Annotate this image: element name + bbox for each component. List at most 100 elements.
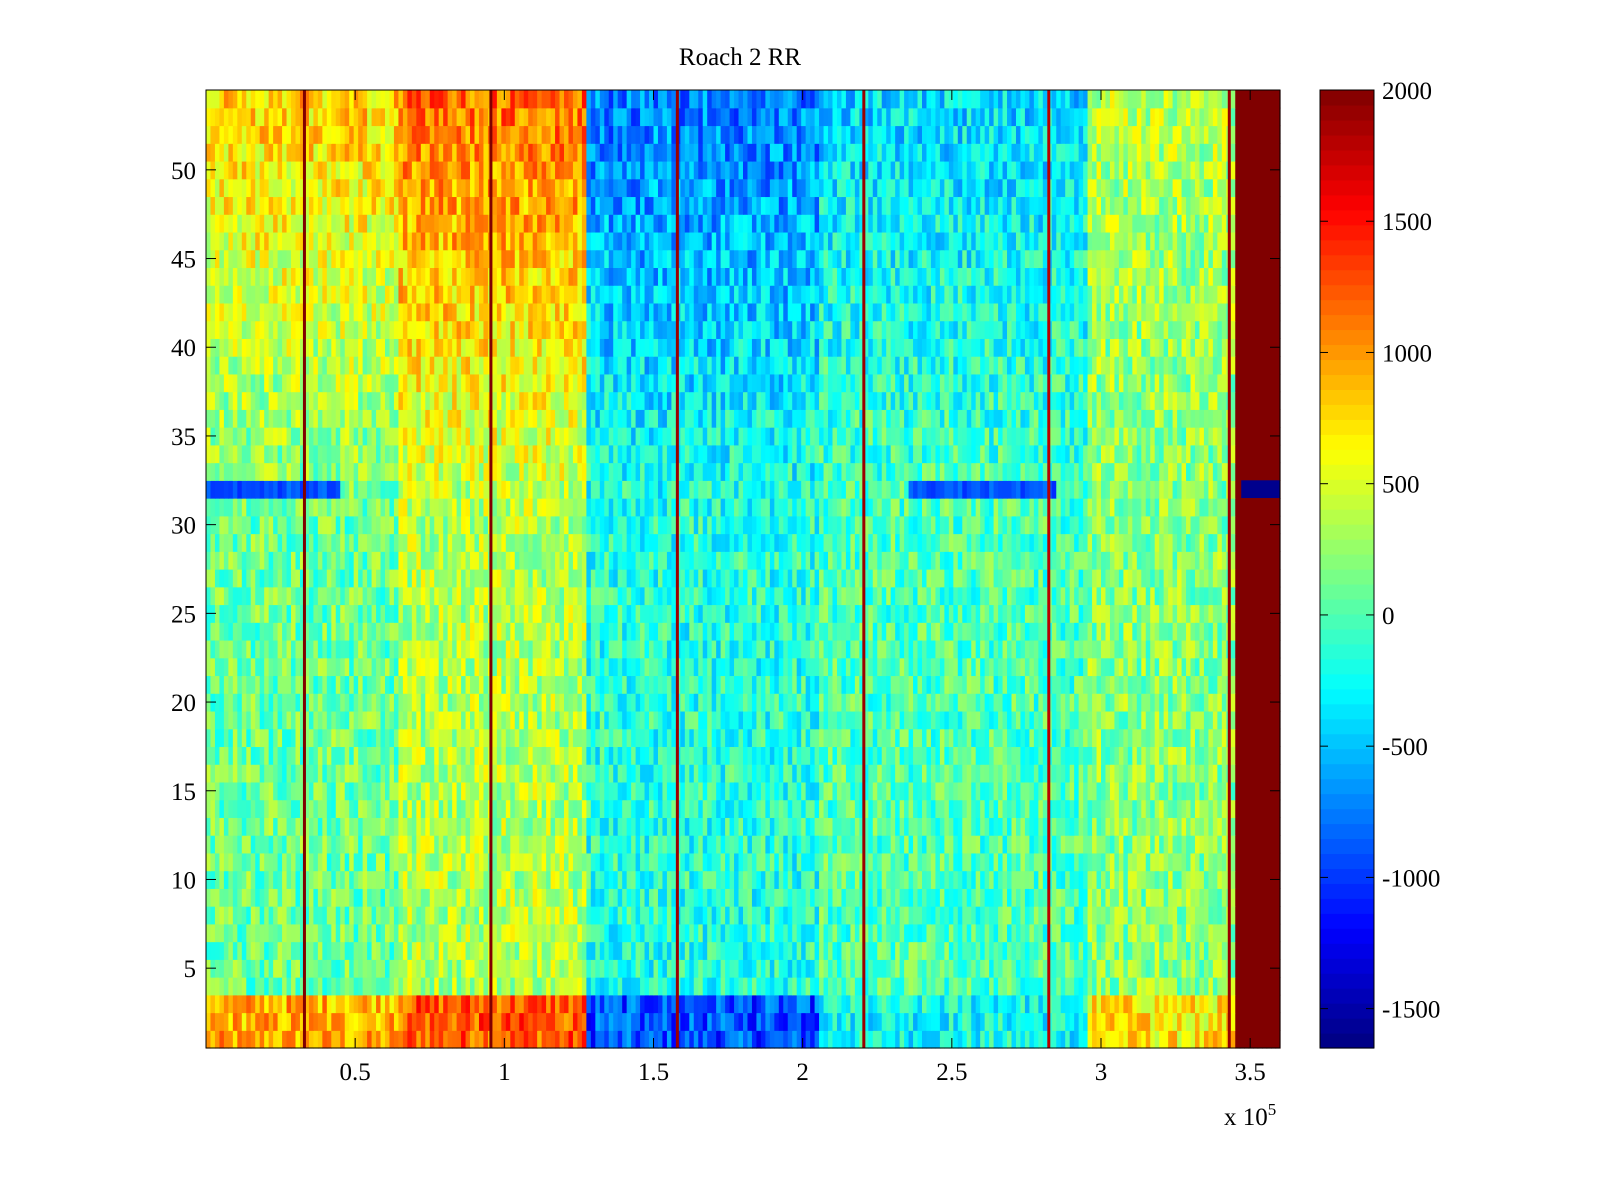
heatmap-cell bbox=[1190, 764, 1196, 783]
heatmap-cell bbox=[832, 906, 838, 925]
heatmap-cell bbox=[393, 835, 400, 854]
heatmap-cell bbox=[702, 870, 708, 889]
heatmap-cell bbox=[926, 764, 932, 783]
heatmap-cell bbox=[228, 994, 234, 1014]
heatmap-cell bbox=[447, 906, 453, 925]
heatmap-cell bbox=[1262, 746, 1268, 765]
heatmap-cell bbox=[1181, 852, 1187, 872]
heatmap-cell bbox=[286, 817, 292, 836]
heatmap-cell bbox=[581, 746, 587, 765]
heatmap-cell bbox=[640, 959, 646, 978]
heatmap-cell bbox=[1123, 941, 1129, 960]
heatmap-cell bbox=[1262, 835, 1268, 854]
heatmap-cell bbox=[250, 1030, 256, 1049]
heatmap-cell bbox=[559, 781, 565, 801]
heatmap-cell bbox=[1244, 764, 1250, 783]
heatmap-cell bbox=[237, 835, 243, 854]
heatmap-cell bbox=[1181, 923, 1187, 943]
heatmap-cell bbox=[304, 1012, 310, 1031]
heatmap-cell bbox=[1203, 959, 1209, 978]
heatmap-cell bbox=[913, 870, 919, 889]
heatmap-cell bbox=[380, 1030, 386, 1049]
heatmap-cell bbox=[877, 693, 883, 712]
heatmap-cell bbox=[899, 923, 905, 943]
heatmap-cell bbox=[210, 764, 216, 783]
heatmap-cell bbox=[859, 728, 865, 748]
heatmap-cell bbox=[859, 799, 865, 818]
heatmap-cell bbox=[886, 941, 892, 960]
heatmap-cell bbox=[304, 1030, 310, 1049]
heatmap-cell bbox=[604, 994, 610, 1014]
heatmap-cell bbox=[751, 888, 758, 907]
heatmap-cell bbox=[340, 888, 346, 907]
heatmap-cell bbox=[1123, 923, 1129, 943]
heatmap-cell bbox=[810, 977, 816, 996]
heatmap-cell bbox=[420, 888, 426, 907]
heatmap-cell bbox=[904, 994, 910, 1014]
heatmap-cell bbox=[429, 799, 435, 818]
heatmap-cell bbox=[353, 817, 359, 836]
heatmap-cell bbox=[1024, 710, 1030, 730]
heatmap-cell bbox=[810, 906, 816, 925]
heatmap-cell bbox=[998, 835, 1004, 854]
heatmap-cell bbox=[859, 1012, 865, 1031]
heatmap-cell bbox=[1033, 870, 1039, 889]
heatmap-cell bbox=[1101, 852, 1107, 872]
heatmap-cell bbox=[765, 994, 771, 1014]
heatmap-cell bbox=[1230, 906, 1236, 925]
heatmap-cell bbox=[474, 1030, 480, 1049]
heatmap-cell bbox=[385, 923, 391, 943]
heatmap-cell bbox=[1186, 994, 1192, 1014]
heatmap-cell bbox=[528, 764, 534, 783]
heatmap-cell bbox=[398, 906, 404, 925]
heatmap-cell bbox=[371, 675, 377, 694]
heatmap-cell bbox=[291, 728, 297, 748]
heatmap-cell bbox=[693, 888, 699, 907]
heatmap-cell bbox=[626, 977, 632, 996]
heatmap-cell bbox=[452, 764, 458, 783]
heatmap-cell bbox=[657, 781, 664, 801]
heatmap-cell bbox=[470, 1030, 476, 1049]
heatmap-cell bbox=[1159, 764, 1165, 783]
heatmap-cell bbox=[470, 923, 476, 943]
heatmap-cell bbox=[1235, 906, 1241, 925]
heatmap-cell bbox=[725, 959, 731, 978]
heatmap-cell bbox=[349, 959, 355, 978]
heatmap-cell bbox=[939, 675, 945, 694]
heatmap-cell bbox=[483, 781, 489, 801]
heatmap-cell bbox=[519, 728, 525, 748]
heatmap-cell bbox=[1230, 870, 1236, 889]
heatmap-cell bbox=[1141, 817, 1147, 836]
heatmap-cell bbox=[434, 817, 440, 836]
heatmap-cell bbox=[1118, 764, 1124, 783]
heatmap-cell bbox=[559, 835, 565, 854]
heatmap-cell bbox=[402, 835, 408, 854]
heatmap-cell bbox=[720, 781, 726, 801]
heatmap-cell bbox=[993, 817, 999, 836]
heatmap-cell bbox=[854, 888, 860, 907]
heatmap-cell bbox=[371, 959, 377, 978]
heatmap-cell bbox=[689, 977, 695, 996]
heatmap-cell bbox=[734, 799, 740, 818]
heatmap-cell bbox=[250, 1012, 256, 1031]
heatmap-cell bbox=[698, 941, 704, 960]
heatmap-cell bbox=[429, 728, 435, 748]
heatmap-cell bbox=[232, 817, 238, 836]
heatmap-cell bbox=[1239, 888, 1245, 907]
heatmap-cell bbox=[402, 746, 408, 765]
heatmap-cell bbox=[590, 764, 596, 783]
heatmap-cell bbox=[1087, 835, 1093, 854]
heatmap-cell bbox=[1033, 817, 1039, 836]
heatmap-cell bbox=[622, 1012, 628, 1031]
heatmap-cell bbox=[604, 923, 610, 943]
heatmap-cell bbox=[948, 746, 954, 765]
heatmap-cell bbox=[1114, 710, 1120, 730]
heatmap-cell bbox=[944, 728, 950, 748]
heatmap-cell bbox=[872, 693, 878, 712]
heatmap-cell bbox=[349, 746, 355, 765]
heatmap-cell bbox=[890, 675, 896, 694]
heatmap-cell bbox=[886, 799, 892, 818]
heatmap-cell bbox=[738, 941, 744, 960]
heatmap-cell bbox=[514, 746, 520, 765]
heatmap-cell bbox=[756, 835, 762, 854]
